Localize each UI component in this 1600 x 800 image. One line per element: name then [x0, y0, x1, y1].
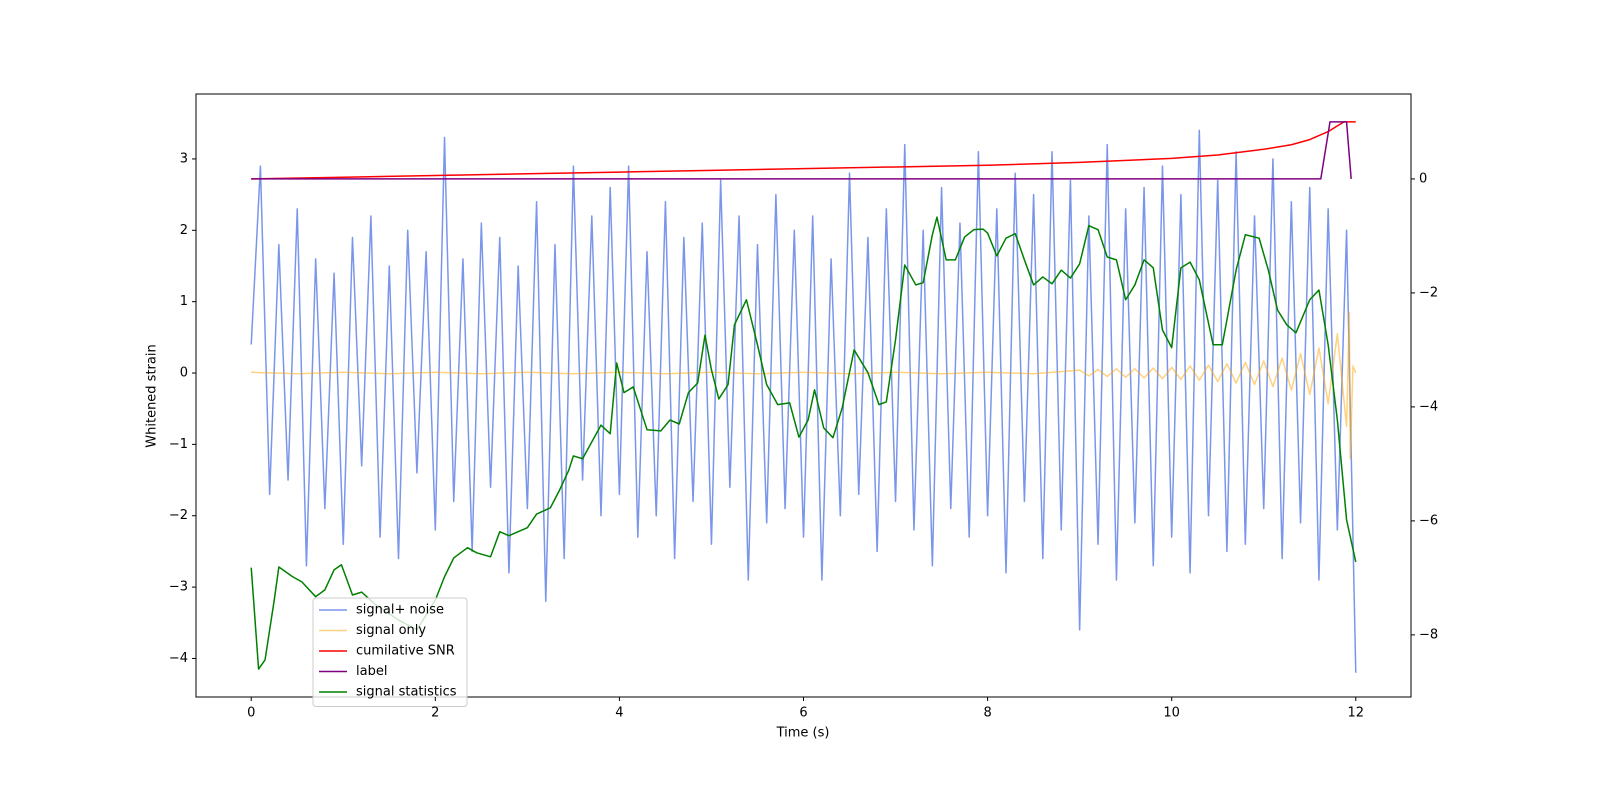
y-tick-label: −4 — [169, 651, 188, 666]
x-tick-label: 12 — [1347, 706, 1364, 721]
x-tick-label: 0 — [247, 706, 255, 721]
series-line — [251, 121, 1352, 180]
legend: signal+ noise signal only cumilative SNR la… — [312, 597, 468, 707]
plot-area — [250, 121, 1357, 673]
y-tick-label: 2 — [180, 223, 188, 238]
y-tick-label: −1 — [169, 437, 188, 452]
legend-label: cumilative SNR — [356, 644, 455, 659]
y-axis-label: Whitened strain — [145, 344, 160, 447]
y-tick-label: 1 — [180, 294, 188, 309]
y2-tick-label: −4 — [1419, 399, 1438, 414]
y2-tick-label: 0 — [1419, 171, 1427, 186]
y-tick-label: −3 — [169, 580, 188, 595]
y-tick-label: 3 — [180, 151, 188, 166]
x-tick-label: 10 — [1163, 706, 1180, 721]
x-tick-label: 4 — [615, 706, 623, 721]
y2-tick-label: −6 — [1419, 513, 1438, 528]
x-tick-label: 6 — [799, 706, 807, 721]
series-line — [251, 311, 1357, 460]
legend-label: signal+ noise — [356, 603, 444, 618]
y2-tick-label: −8 — [1419, 627, 1438, 642]
x-tick-label: 8 — [983, 706, 991, 721]
series-line — [250, 129, 1357, 673]
legend-box — [312, 597, 468, 707]
series-line — [250, 216, 1357, 670]
legend-label: signal only — [356, 623, 426, 638]
y-tick-label: 0 — [180, 366, 188, 381]
x-axis-label: Time (s) — [776, 726, 830, 741]
legend-label: label — [356, 664, 387, 679]
y2-tick-label: −2 — [1419, 285, 1438, 300]
x-tick-label: 2 — [431, 706, 439, 721]
y-tick-label: −2 — [169, 508, 188, 523]
legend-label: signal statistics — [356, 685, 457, 700]
